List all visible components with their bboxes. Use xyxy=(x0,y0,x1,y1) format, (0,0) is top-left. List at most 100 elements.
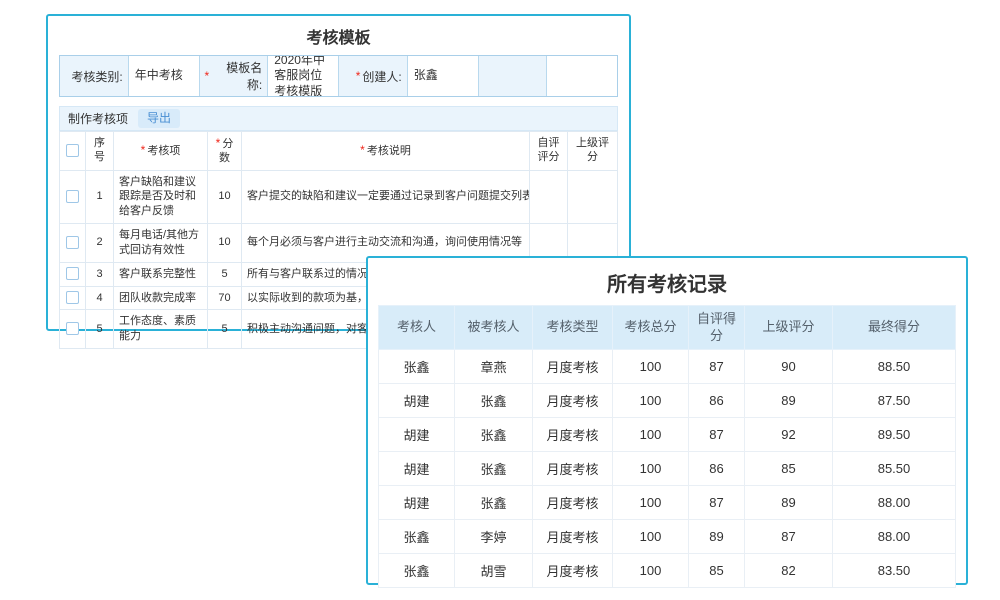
assessor-cell: 张鑫 xyxy=(378,519,455,554)
assessor-cell: 胡建 xyxy=(378,417,455,452)
seq-cell: 1 xyxy=(85,169,114,225)
records-table-header-row: 考核人 被考核人 考核类型 考核总分 自评得分 上级评分 最终得分 xyxy=(378,305,956,350)
final-score-cell: 88.50 xyxy=(832,349,956,384)
required-star-icon: * xyxy=(355,69,361,83)
total-score-cell: 100 xyxy=(612,383,689,418)
assessment-type-cell: 月度考核 xyxy=(532,519,613,554)
final-score-cell: 88.00 xyxy=(832,485,956,520)
self-score-cell: 87 xyxy=(688,485,745,520)
superior-score-cell: 87 xyxy=(744,519,833,554)
field-value-template-name: 2020年中客服岗位考核模版 xyxy=(268,56,339,96)
assessor-cell: 张鑫 xyxy=(378,553,455,588)
assessment-type-cell: 月度考核 xyxy=(532,349,613,384)
assessor-cell: 胡建 xyxy=(378,485,455,520)
assessment-type-cell: 月度考核 xyxy=(532,553,613,588)
final-score-cell: 83.50 xyxy=(832,553,956,588)
export-button[interactable]: 导出 xyxy=(138,108,181,129)
assessor-cell: 胡建 xyxy=(378,451,455,486)
row-checkbox[interactable] xyxy=(66,267,79,281)
seq-cell: 5 xyxy=(85,309,114,350)
final-score-cell: 89.50 xyxy=(832,417,956,452)
total-score-cell: 100 xyxy=(612,485,689,520)
field-label-creator: * 创建人: xyxy=(339,56,408,96)
self-score-cell: 86 xyxy=(688,383,745,418)
assessment-type-cell: 月度考核 xyxy=(532,417,613,452)
assessee-cell: 胡雪 xyxy=(454,553,533,588)
records-table-row: 胡建 张鑫 月度考核 100 87 89 88.00 xyxy=(378,485,956,520)
records-table-row: 胡建 张鑫 月度考核 100 86 89 87.50 xyxy=(378,383,956,418)
superior-score-cell: 92 xyxy=(744,417,833,452)
field-value-template-name-text: 2020年中客服岗位考核模版 xyxy=(274,56,325,96)
row-checkbox[interactable] xyxy=(66,322,79,336)
self-score-cell: 87 xyxy=(688,349,745,384)
row-checkbox[interactable] xyxy=(66,189,79,203)
total-score-cell: 100 xyxy=(612,553,689,588)
item-cell: 团队收款完成率 xyxy=(113,285,208,311)
header-item-text: 考核项 xyxy=(147,144,181,157)
item-cell: 客户联系完整性 xyxy=(113,261,208,287)
template-toolbar: 制作考核项 导出 xyxy=(59,106,618,131)
self-score-cell: 86 xyxy=(688,451,745,486)
row-checkbox-cell xyxy=(59,223,86,263)
row-checkbox[interactable] xyxy=(66,291,79,305)
assessor-cell: 胡建 xyxy=(378,383,455,418)
header-item: * 考核项 xyxy=(113,131,208,171)
required-star-icon: * xyxy=(360,142,365,157)
header-superior-score-text: 上级评分 xyxy=(576,137,609,163)
header-assessee: 被考核人 xyxy=(454,305,533,350)
item-cell: 工作态度、素质能力 xyxy=(113,309,208,350)
assessee-cell: 张鑫 xyxy=(454,485,533,520)
header-seq-text: 序号 xyxy=(94,137,105,163)
superior-score-cell xyxy=(567,169,618,225)
assessor-cell: 张鑫 xyxy=(378,349,455,384)
total-score-cell: 100 xyxy=(612,519,689,554)
score-cell: 5 xyxy=(207,309,242,350)
field-value-creator: 张鑫 xyxy=(407,56,479,96)
header-self-score-text: 自评评分 xyxy=(537,137,560,163)
records-table-row: 张鑫 章燕 月度考核 100 87 90 88.50 xyxy=(378,349,956,384)
records-table-row: 胡建 张鑫 月度考核 100 87 92 89.50 xyxy=(378,417,956,452)
records-table-row: 张鑫 胡雪 月度考核 100 85 82 83.50 xyxy=(378,553,956,588)
row-checkbox-cell xyxy=(59,285,86,311)
field-label-category-text: 考核类别: xyxy=(71,69,123,84)
score-cell: 10 xyxy=(207,223,242,263)
header-assessment-type: 考核类型 xyxy=(532,305,613,350)
superior-score-cell: 85 xyxy=(744,451,833,486)
final-score-cell: 85.50 xyxy=(832,451,956,486)
required-star-icon: * xyxy=(215,136,221,150)
select-all-cell xyxy=(59,131,86,171)
header-desc: * 考核说明 xyxy=(241,131,530,171)
score-cell: 10 xyxy=(207,169,242,225)
final-score-cell: 87.50 xyxy=(832,383,956,418)
header-self-score: 自评得分 xyxy=(688,305,745,350)
header-assessor: 考核人 xyxy=(378,305,455,350)
superior-score-cell: 90 xyxy=(744,349,833,384)
field-label-template-name: * 模板名称: xyxy=(199,56,269,96)
assessee-cell: 张鑫 xyxy=(454,451,533,486)
field-label-empty xyxy=(478,56,548,96)
field-value-empty xyxy=(547,56,617,96)
self-score-cell xyxy=(529,169,568,225)
row-checkbox[interactable] xyxy=(66,236,79,250)
template-table-header-row: 序号 * 考核项 * 分数 * 考核说明 自评评分 上级评分 xyxy=(59,131,618,171)
row-checkbox-cell xyxy=(59,261,86,287)
total-score-cell: 100 xyxy=(612,451,689,486)
tab-make-assessment-items[interactable]: 制作考核项 xyxy=(68,112,129,126)
assessment-type-cell: 月度考核 xyxy=(532,451,613,486)
desc-cell: 客户提交的缺陷和建议一定要通过记录到客户问题提交列表 xyxy=(241,169,530,225)
final-score-cell: 88.00 xyxy=(832,519,956,554)
field-value-category: 年中考核 xyxy=(128,56,200,96)
item-cell: 客户缺陷和建议跟踪是否及时和给客户反馈 xyxy=(113,169,208,225)
assessment-type-cell: 月度考核 xyxy=(532,485,613,520)
total-score-cell: 100 xyxy=(612,349,689,384)
superior-score-cell: 82 xyxy=(744,553,833,588)
self-score-cell: 85 xyxy=(688,553,745,588)
select-all-checkbox[interactable] xyxy=(66,143,79,157)
row-checkbox-cell xyxy=(59,309,86,350)
field-value-creator-text: 张鑫 xyxy=(413,68,438,83)
records-table-row: 张鑫 李婷 月度考核 100 89 87 88.00 xyxy=(378,519,956,554)
assessee-cell: 章燕 xyxy=(454,349,533,384)
records-panel: 所有考核记录 考核人 被考核人 考核类型 考核总分 自评得分 上级评分 最终得分… xyxy=(366,256,968,588)
field-label-template-name-text: 模板名称: xyxy=(226,61,263,92)
header-final-score: 最终得分 xyxy=(832,305,956,350)
